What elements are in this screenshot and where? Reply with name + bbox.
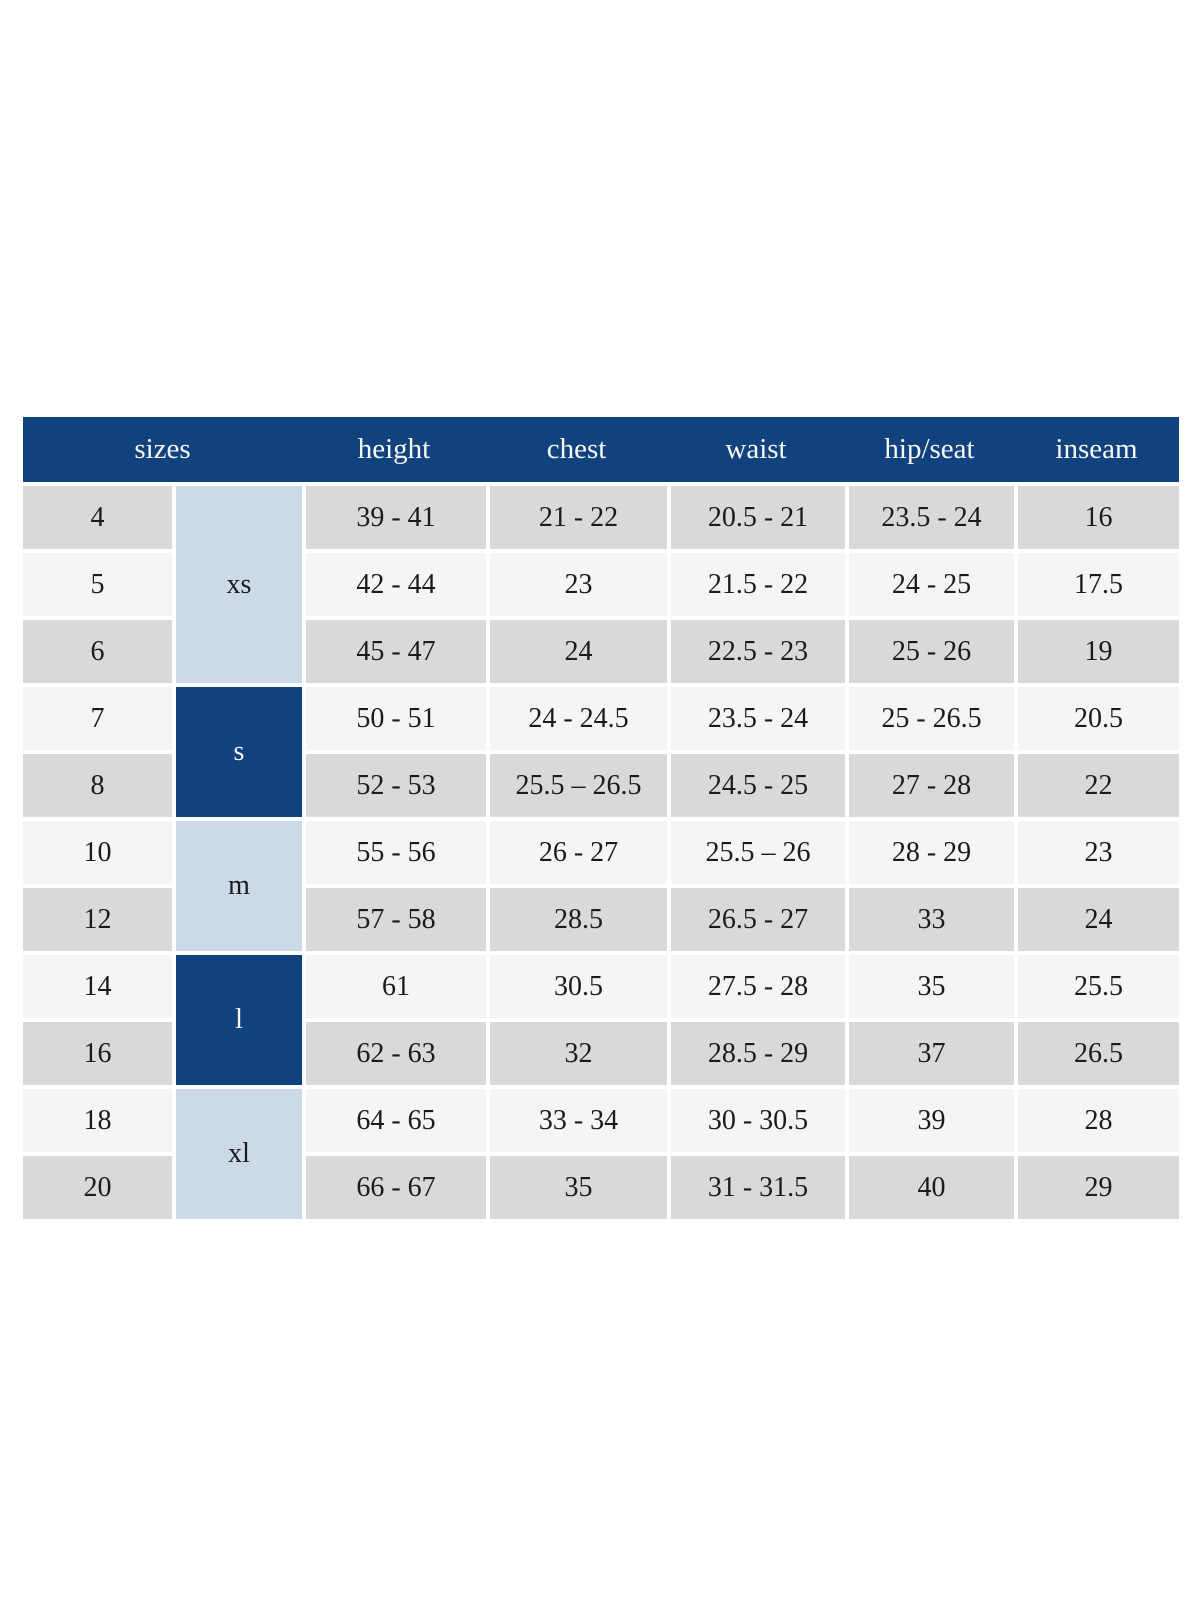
waist-cell: 24.5 - 25 bbox=[667, 750, 845, 817]
size-group-cell-l: l bbox=[172, 951, 302, 1085]
waist-cell: 21.5 - 22 bbox=[667, 549, 845, 616]
chest-cell: 21 - 22 bbox=[486, 482, 667, 549]
size-cell: 18 bbox=[23, 1085, 172, 1152]
table-row-size-12: 12 57 - 58 28.5 26.5 - 27 33 24 bbox=[23, 884, 1179, 951]
size-group-cell-xl: xl bbox=[172, 1085, 302, 1219]
chest-cell: 30.5 bbox=[486, 951, 667, 1018]
inseam-cell: 25.5 bbox=[1014, 951, 1179, 1018]
height-cell: 42 - 44 bbox=[302, 549, 486, 616]
size-cell: 8 bbox=[23, 750, 172, 817]
chest-cell: 24 - 24.5 bbox=[486, 683, 667, 750]
size-cell: 10 bbox=[23, 817, 172, 884]
hip-seat-cell: 28 - 29 bbox=[845, 817, 1014, 884]
hip-seat-cell: 23.5 - 24 bbox=[845, 482, 1014, 549]
hip-seat-cell: 25 - 26 bbox=[845, 616, 1014, 683]
hip-seat-cell: 27 - 28 bbox=[845, 750, 1014, 817]
waist-cell: 28.5 - 29 bbox=[667, 1018, 845, 1085]
size-table-body: 4 xs 39 - 41 21 - 22 20.5 - 21 23.5 - 24 16 5 42… bbox=[23, 482, 1179, 1219]
waist-cell: 22.5 - 23 bbox=[667, 616, 845, 683]
height-cell: 52 - 53 bbox=[302, 750, 486, 817]
column-header-sizes: sizes bbox=[23, 417, 302, 482]
waist-cell: 20.5 - 21 bbox=[667, 482, 845, 549]
column-header-hip-seat: hip/seat bbox=[845, 417, 1014, 482]
chest-cell: 32 bbox=[486, 1018, 667, 1085]
hip-seat-cell: 24 - 25 bbox=[845, 549, 1014, 616]
size-cell: 16 bbox=[23, 1018, 172, 1085]
waist-cell: 23.5 - 24 bbox=[667, 683, 845, 750]
table-row-size-4: 4 xs 39 - 41 21 - 22 20.5 - 21 23.5 - 24 16 bbox=[23, 482, 1179, 683]
size-cell: 4 bbox=[23, 482, 172, 549]
chest-cell: 35 bbox=[486, 1152, 667, 1219]
size-group-cell-m: m bbox=[172, 817, 302, 951]
inseam-cell: 20.5 bbox=[1014, 683, 1179, 750]
size-cell: 7 bbox=[23, 683, 172, 750]
height-cell: 55 - 56 bbox=[302, 817, 486, 884]
table-row-size-18: 18 xl 64 - 65 33 - 34 30 - 30.5 39 28 bbox=[23, 1085, 1179, 1219]
waist-cell: 31 - 31.5 bbox=[667, 1152, 845, 1219]
table-row-size-7: 7 s 50 - 51 24 - 24.5 23.5 - 24 25 - 26.5 20.5 bbox=[23, 683, 1179, 817]
inseam-cell: 23 bbox=[1014, 817, 1179, 884]
inseam-cell: 29 bbox=[1014, 1152, 1179, 1219]
chest-cell: 26 - 27 bbox=[486, 817, 667, 884]
inseam-cell: 28 bbox=[1014, 1085, 1179, 1152]
hip-seat-cell: 40 bbox=[845, 1152, 1014, 1219]
chest-cell: 28.5 bbox=[486, 884, 667, 951]
size-cell: 20 bbox=[23, 1152, 172, 1219]
size-group-cell-s: s bbox=[172, 683, 302, 817]
waist-cell: 26.5 - 27 bbox=[667, 884, 845, 951]
inseam-cell: 26.5 bbox=[1014, 1018, 1179, 1085]
chest-cell: 33 - 34 bbox=[486, 1085, 667, 1152]
table-row-size-8: 8 52 - 53 25.5 – 26.5 24.5 - 25 27 - 28 22 bbox=[23, 750, 1179, 817]
table-row-size-5: 5 42 - 44 23 21.5 - 22 24 - 25 17.5 bbox=[23, 549, 1179, 616]
size-group-cell-xs: xs bbox=[172, 482, 302, 683]
height-cell: 39 - 41 bbox=[302, 482, 486, 549]
inseam-cell: 19 bbox=[1014, 616, 1179, 683]
height-cell: 57 - 58 bbox=[302, 884, 486, 951]
height-cell: 45 - 47 bbox=[302, 616, 486, 683]
chest-cell: 23 bbox=[486, 549, 667, 616]
inseam-cell: 16 bbox=[1014, 482, 1179, 549]
height-cell: 50 - 51 bbox=[302, 683, 486, 750]
chest-cell: 24 bbox=[486, 616, 667, 683]
hip-seat-cell: 35 bbox=[845, 951, 1014, 1018]
size-cell: 14 bbox=[23, 951, 172, 1018]
height-cell: 64 - 65 bbox=[302, 1085, 486, 1152]
size-cell: 12 bbox=[23, 884, 172, 951]
height-cell: 66 - 67 bbox=[302, 1152, 486, 1219]
inseam-cell: 17.5 bbox=[1014, 549, 1179, 616]
size-chart-table: sizes height chest waist hip/seat inseam… bbox=[23, 417, 1179, 1219]
column-header-waist: waist bbox=[667, 417, 845, 482]
size-cell: 5 bbox=[23, 549, 172, 616]
waist-cell: 25.5 – 26 bbox=[667, 817, 845, 884]
height-cell: 62 - 63 bbox=[302, 1018, 486, 1085]
column-header-height: height bbox=[302, 417, 486, 482]
inseam-cell: 24 bbox=[1014, 884, 1179, 951]
header-row: sizes height chest waist hip/seat inseam bbox=[23, 417, 1179, 482]
waist-cell: 27.5 - 28 bbox=[667, 951, 845, 1018]
table-row-size-16: 16 62 - 63 32 28.5 - 29 37 26.5 bbox=[23, 1018, 1179, 1085]
table-row-size-20: 20 66 - 67 35 31 - 31.5 40 29 bbox=[23, 1152, 1179, 1219]
table-row-size-14: 14 l 61 30.5 27.5 - 28 35 25.5 bbox=[23, 951, 1179, 1085]
inseam-cell: 22 bbox=[1014, 750, 1179, 817]
column-header-chest: chest bbox=[486, 417, 667, 482]
waist-cell: 30 - 30.5 bbox=[667, 1085, 845, 1152]
table-row-size-6: 6 45 - 47 24 22.5 - 23 25 - 26 19 bbox=[23, 616, 1179, 683]
size-chart-header: sizes height chest waist hip/seat inseam bbox=[23, 417, 1179, 482]
size-cell: 6 bbox=[23, 616, 172, 683]
table-row-size-10: 10 m 55 - 56 26 - 27 25.5 – 26 28 - 29 23 bbox=[23, 817, 1179, 951]
column-header-inseam: inseam bbox=[1014, 417, 1179, 482]
chest-cell: 25.5 – 26.5 bbox=[486, 750, 667, 817]
height-cell: 61 bbox=[302, 951, 486, 1018]
hip-seat-cell: 39 bbox=[845, 1085, 1014, 1152]
hip-seat-cell: 25 - 26.5 bbox=[845, 683, 1014, 750]
hip-seat-cell: 37 bbox=[845, 1018, 1014, 1085]
hip-seat-cell: 33 bbox=[845, 884, 1014, 951]
